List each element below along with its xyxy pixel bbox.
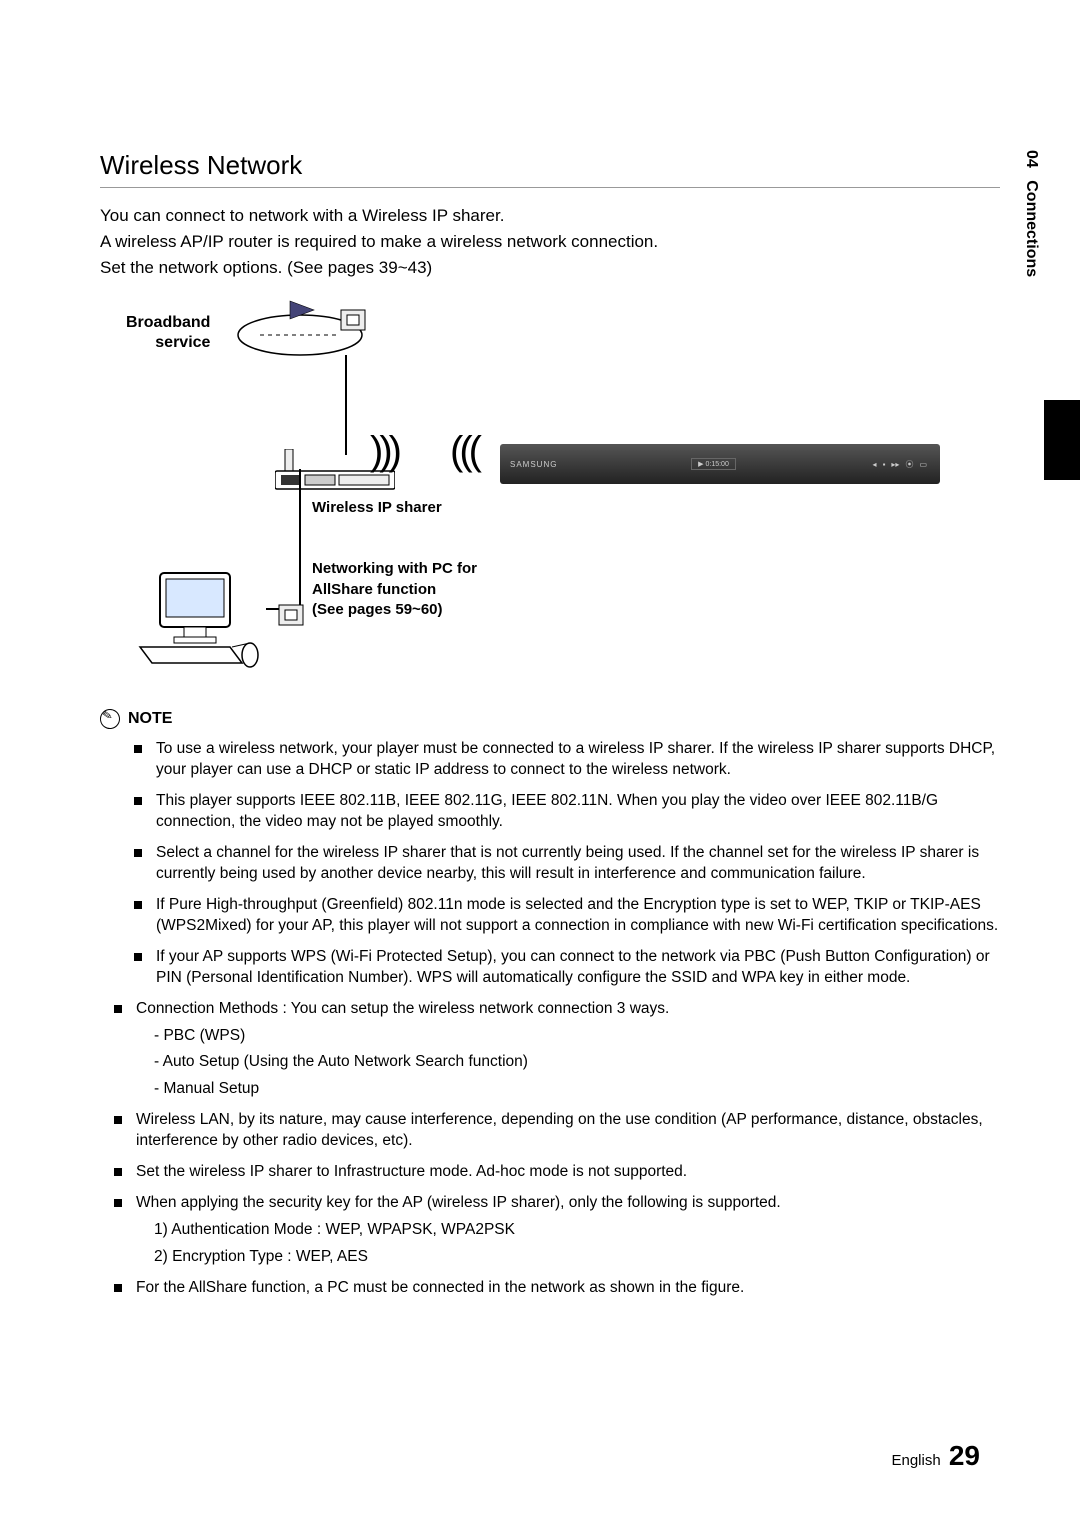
sub-item: Auto Setup (Using the Auto Network Searc… [154,1052,1000,1073]
pc-icon [130,569,260,669]
intro-line: A wireless AP/IP router is required to m… [100,230,1000,254]
security-item: 1) Authentication Mode : WEP, WPAPSK, WP… [154,1220,1000,1241]
footer-page-number: 29 [949,1440,980,1471]
security-list: 1) Authentication Mode : WEP, WPAPSK, WP… [154,1220,1000,1268]
note-item: If Pure High-throughput (Greenfield) 802… [156,895,1000,937]
security-lead: When applying the security key for the A… [136,1194,781,1211]
notes-list: To use a wireless network, your player m… [100,739,1000,1298]
note-item: Select a channel for the wireless IP sha… [156,843,1000,885]
intro-line: You can connect to network with a Wirele… [100,204,1000,228]
note-item: When applying the security key for the A… [136,1193,1000,1268]
note-header: NOTE [100,709,1000,729]
connection-line [344,355,348,455]
conn-methods-sublist: PBC (WPS) Auto Setup (Using the Auto Net… [154,1026,1000,1101]
intro-text: You can connect to network with a Wirele… [100,204,1000,279]
connection-line [266,469,306,617]
note-item: This player supports IEEE 802.11B, IEEE … [156,791,1000,833]
broadband-label: Broadband service [126,313,210,351]
wireless-waves-icon: ))) [370,429,398,474]
sharer-label: Wireless IP sharer [312,499,442,516]
player-brand: SAMSUNG [510,460,557,469]
intro-line: Set the network options. (See pages 39~4… [100,256,1000,280]
wireless-waves-icon: ((( [450,429,478,474]
sub-item: PBC (WPS) [154,1026,1000,1047]
note-icon [98,708,121,731]
wall-socket-icon [278,604,304,626]
note-item: Wireless LAN, by its nature, may cause i… [136,1110,1000,1152]
note-item: To use a wireless network, your player m… [156,739,1000,781]
security-item: 2) Encryption Type : WEP, AES [154,1247,1000,1268]
network-diagram: Broadband service ))) ((( SAMSUNG ▶ 0:15… [100,299,1000,679]
footer-lang: English [891,1452,940,1469]
networking-label: Networking with PC for AllShare function… [312,559,477,620]
note-item: For the AllShare function, a PC must be … [136,1278,1000,1299]
note-title: NOTE [128,710,172,728]
page-heading: Wireless Network [100,150,1000,188]
note-item: If your AP supports WPS (Wi-Fi Protected… [156,947,1000,989]
player-buttons: ◂▪▸▸⦿▭ [870,459,930,470]
note-item: Connection Methods : You can setup the w… [136,999,1000,1101]
section-number: 04 [1023,150,1040,168]
note-item: Set the wireless IP sharer to Infrastruc… [136,1162,1000,1183]
player-device: SAMSUNG ▶ 0:15:00 ◂▪▸▸⦿▭ [500,444,940,484]
conn-methods-lead: Connection Methods : You can setup the w… [136,1000,669,1017]
section-label: Connections [1023,180,1040,277]
page-footer: English 29 [891,1440,980,1472]
side-marker [1044,400,1080,480]
sub-item: Manual Setup [154,1079,1000,1100]
player-display: ▶ 0:15:00 [691,458,736,470]
wall-socket-icon [340,309,366,331]
section-tab: 04 Connections [1022,150,1040,277]
